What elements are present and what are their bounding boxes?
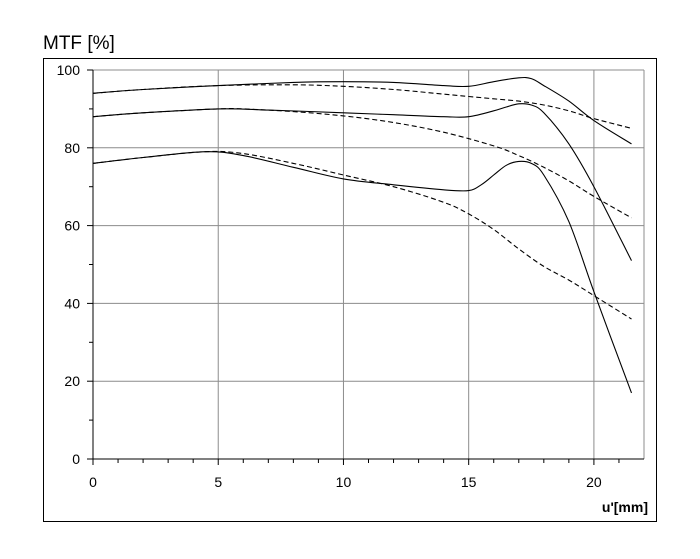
x-tick-label: 10 [336,474,352,490]
chart-title: MTF [%] [43,33,115,54]
series-line-6-dashed [92,150,632,320]
y-tick-label: 20 [64,373,80,389]
series-line-5-solid [92,151,633,394]
y-tick-label: 0 [72,451,80,467]
series-group [92,76,633,394]
tick-labels: 0 20 40 60 80 100 0 5 10 15 20 [57,62,602,490]
series-line-3-solid [92,103,632,261]
series-line-2-dashed [92,84,632,129]
axes [87,69,644,465]
x-tick-label: 20 [586,474,602,490]
grid [93,69,645,459]
y-tick-label: 80 [64,140,80,156]
x-axis-label: u'[mm] [602,499,648,515]
series-line-4-dashed [92,107,632,219]
x-tick-label: 5 [214,474,222,490]
x-tick-label: 15 [461,474,477,490]
x-tick-label: 0 [89,474,97,490]
y-tick-label: 40 [64,295,80,311]
y-tick-label: 100 [57,62,81,78]
y-tick-label: 60 [64,218,80,234]
chart-frame [43,58,657,522]
